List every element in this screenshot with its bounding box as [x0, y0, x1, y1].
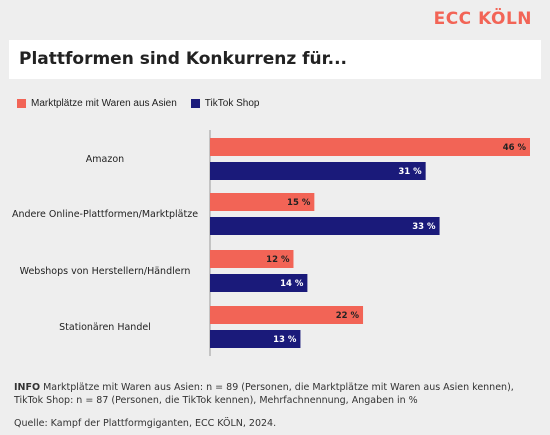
category-label: Webshops von Herstellern/Händlern — [20, 266, 191, 277]
legend-label-tiktok: TikTok Shop — [204, 98, 260, 109]
bar-value-label: 12 % — [266, 255, 290, 265]
bar-asia — [210, 250, 294, 268]
info-label: INFO — [14, 382, 41, 393]
bar-asia — [210, 193, 315, 211]
bar-tiktok — [210, 217, 440, 235]
bar-value-label: 46 % — [503, 143, 527, 153]
legend-item-tiktok: TikTok Shop — [190, 98, 260, 109]
info-footnote: INFO Marktplätze mit Waren aus Asien: n … — [14, 381, 544, 407]
chart-title: Plattformen sind Konkurrenz für... — [19, 49, 347, 69]
bar-asia — [210, 306, 364, 324]
legend-swatch-tiktok — [190, 99, 200, 108]
bar-value-label: 33 % — [412, 222, 436, 232]
bar-tiktok — [210, 330, 301, 348]
source-note: Quelle: Kampf der Plattformgiganten, ECC… — [14, 418, 277, 429]
bar-value-label: 14 % — [280, 279, 304, 289]
category-label: Andere Online-Plattformen/Marktplätze — [12, 209, 198, 220]
bar-tiktok — [210, 274, 308, 292]
title-box: Plattformen sind Konkurrenz für... — [9, 40, 541, 79]
brand-logo: ECC KÖLN — [433, 9, 532, 29]
bar-tiktok — [210, 162, 426, 180]
category-label: Stationären Handel — [59, 322, 151, 333]
legend: Marktplätze mit Waren aus Asien TikTok S… — [17, 98, 273, 109]
bar-value-label: 22 % — [336, 311, 360, 321]
info-text: Marktplätze mit Waren aus Asien: n = 89 … — [14, 382, 514, 406]
bar-value-label: 15 % — [287, 198, 311, 208]
legend-item-asia: Marktplätze mit Waren aus Asien — [17, 98, 177, 109]
legend-label-asia: Marktplätze mit Waren aus Asien — [31, 98, 177, 109]
bar-value-label: 31 % — [398, 167, 422, 177]
bar-asia — [210, 138, 530, 156]
bar-value-label: 13 % — [273, 335, 297, 345]
category-label: Amazon — [86, 154, 124, 165]
legend-swatch-asia — [17, 99, 26, 108]
